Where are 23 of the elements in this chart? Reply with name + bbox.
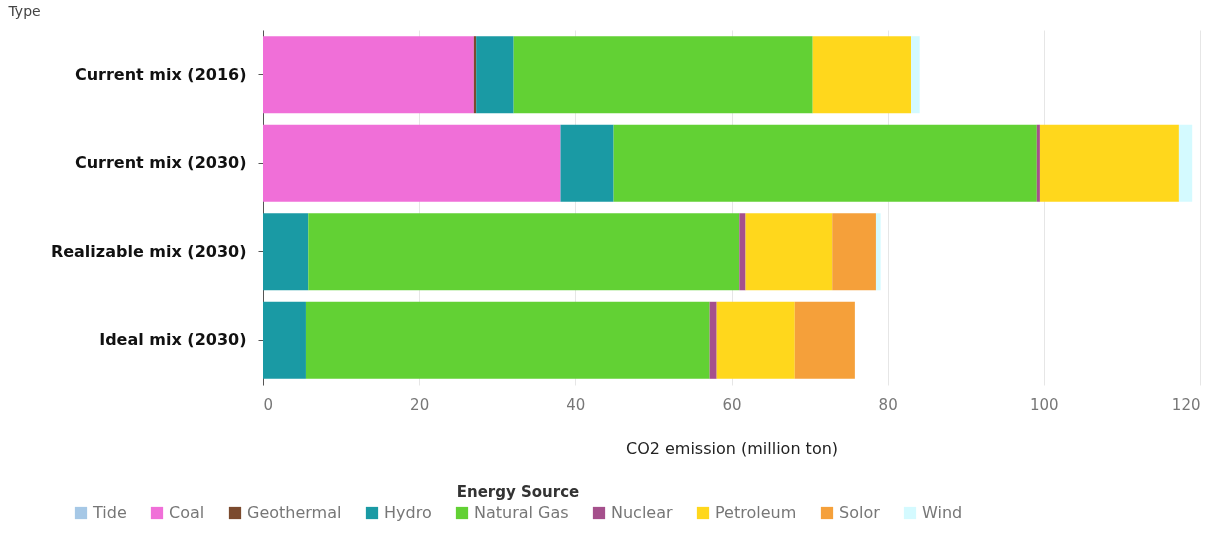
legend-label: Geothermal [247, 503, 342, 522]
y-tick-label: Current mix (2030) [74, 153, 247, 173]
x-tick-label: 80 [878, 395, 898, 414]
legend-label: Coal [169, 503, 205, 522]
x-tick-label: 120 [1171, 395, 1201, 414]
x-axis-title: CO2 emission (million ton) [625, 438, 839, 458]
legend-label: Hydro [384, 503, 432, 522]
y-tick-label: Realizable mix (2030) [50, 241, 247, 261]
y-tick-label: Ideal mix (2030) [99, 330, 247, 350]
x-tick-label: 0 [263, 395, 274, 414]
y-tick-label: Current mix (2016) [74, 64, 247, 84]
y-axis-title: Type [7, 2, 41, 19]
legend-label: Solor [839, 503, 881, 522]
legend-label: Wind [922, 503, 963, 522]
x-tick-label: 100 [1030, 395, 1059, 414]
legend-label: Petroleum [715, 503, 797, 522]
legend-label: Natural Gas [474, 503, 569, 522]
legend-label: Nuclear [611, 503, 673, 522]
legend-label: Tide [92, 503, 127, 522]
x-tick-label: 60 [722, 395, 742, 414]
x-tick-label: 40 [566, 395, 586, 414]
x-tick-label: 20 [410, 395, 430, 414]
legend-title: Energy Source [456, 483, 580, 501]
